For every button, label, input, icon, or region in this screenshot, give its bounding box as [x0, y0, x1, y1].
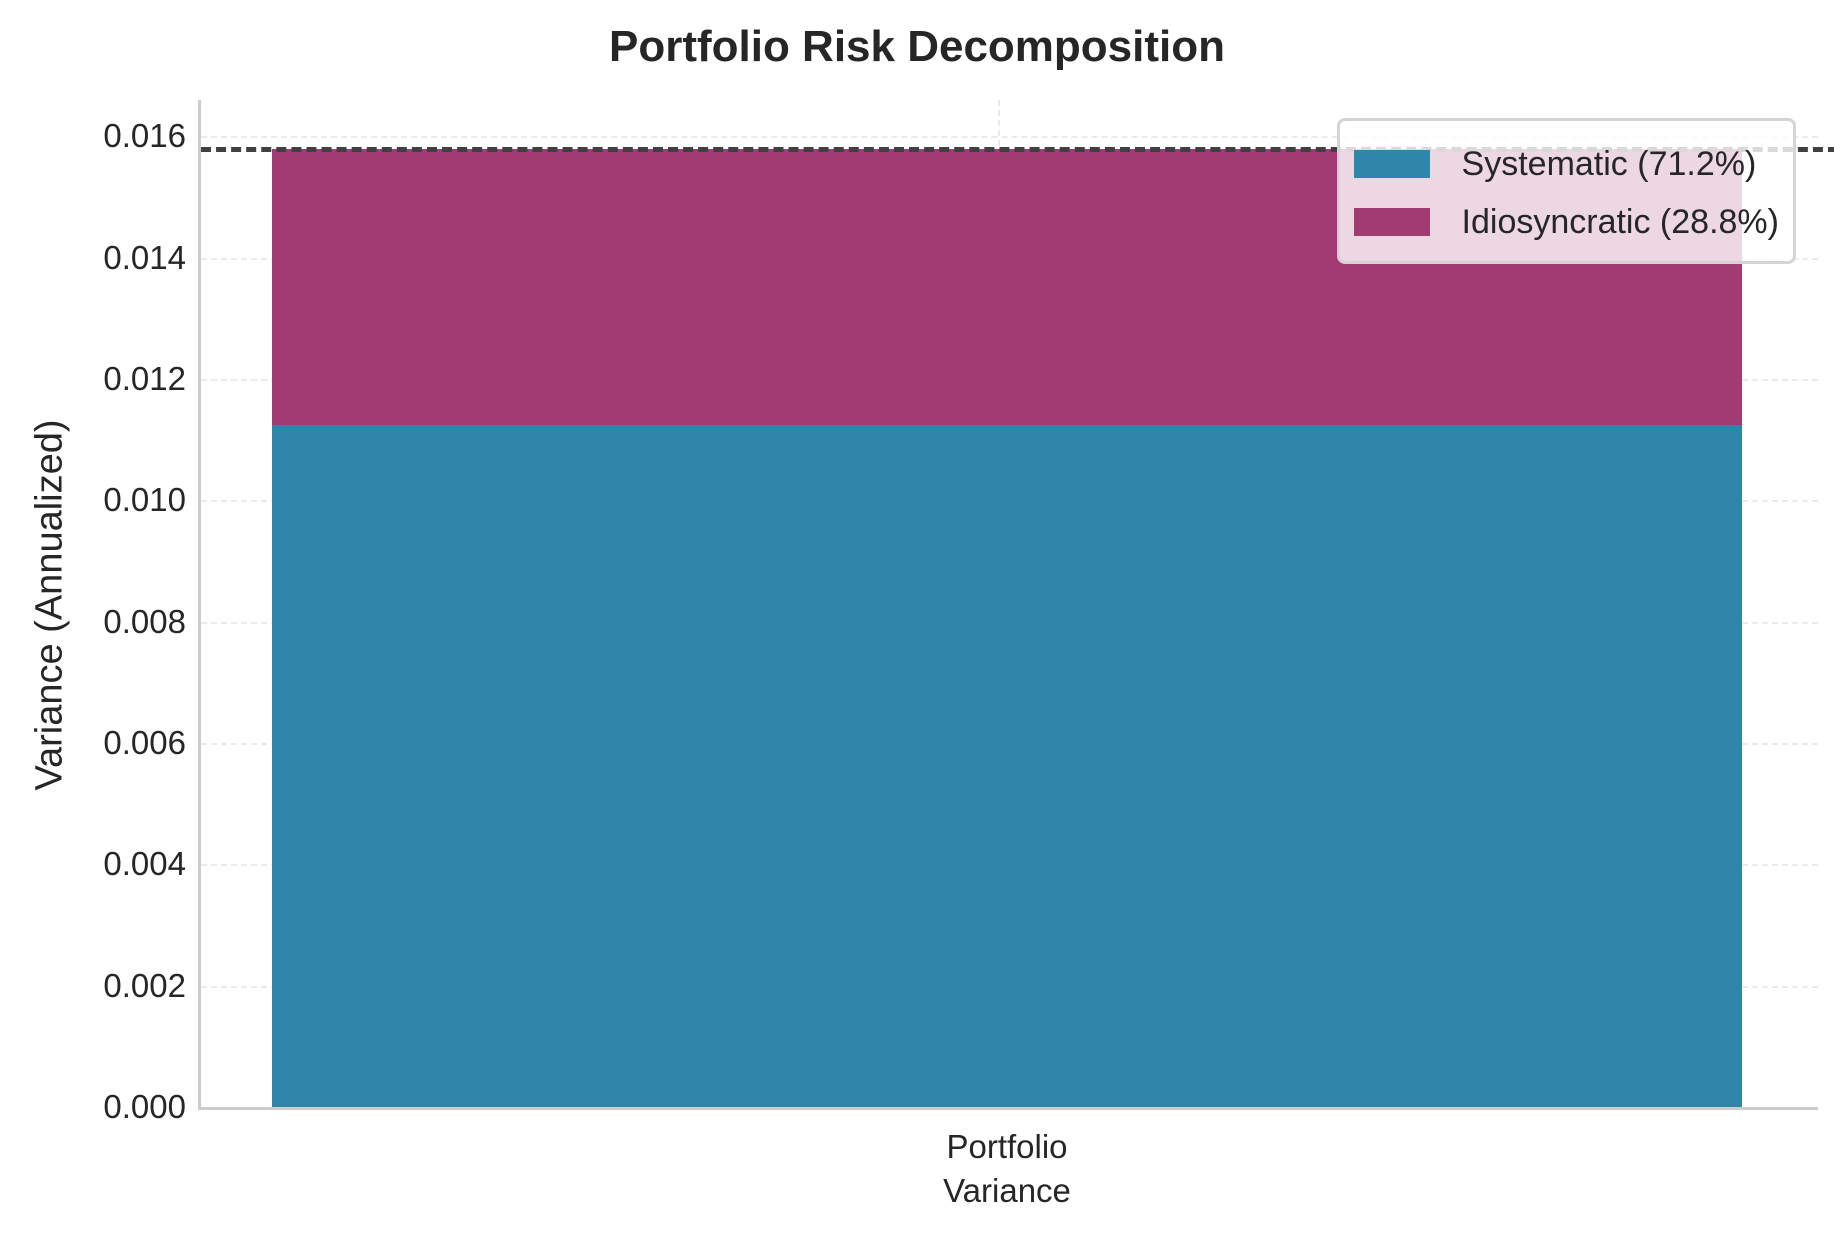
- y-tick-label: 0.000: [103, 1088, 186, 1125]
- total-variance-line: [201, 146, 1834, 152]
- legend-label: Systematic (71.2%): [1461, 144, 1757, 183]
- legend-label: Idiosyncratic (28.8%): [1461, 202, 1779, 241]
- legend-item: Idiosyncratic (28.8%): [1353, 193, 1779, 251]
- y-axis-label: Variance (Annualized): [28, 419, 71, 791]
- x-axis-spine: [198, 1107, 1818, 1110]
- bar-segment-systematic: [272, 424, 1742, 1107]
- y-tick-label: 0.004: [103, 845, 186, 883]
- legend-item: Systematic (71.2%): [1353, 135, 1779, 193]
- y-tick-label: 0.008: [103, 602, 186, 640]
- legend-swatch-icon: [1353, 150, 1430, 178]
- legend-swatch-icon: [1353, 208, 1430, 236]
- y-tick-label: 0.014: [103, 238, 186, 276]
- y-axis-spine: [198, 100, 201, 1110]
- x-category-label: Portfolio Variance: [943, 1128, 1071, 1209]
- legend: Systematic (71.2%) Idiosyncratic (28.8%): [1336, 118, 1796, 264]
- y-tick-label: 0.002: [103, 966, 186, 1004]
- plot-area: 0.000 0.002 0.004 0.006 0.008 0.010 0.012 0.014…: [103, 100, 1834, 1125]
- y-tick-label: 0.016: [103, 117, 186, 155]
- gridline: [201, 136, 1818, 139]
- y-tick-label: 0.010: [103, 481, 186, 519]
- y-tick-label: 0.012: [103, 360, 186, 398]
- chart-title: Portfolio Risk Decomposition: [608, 22, 1226, 71]
- y-tick-label: 0.006: [103, 724, 186, 762]
